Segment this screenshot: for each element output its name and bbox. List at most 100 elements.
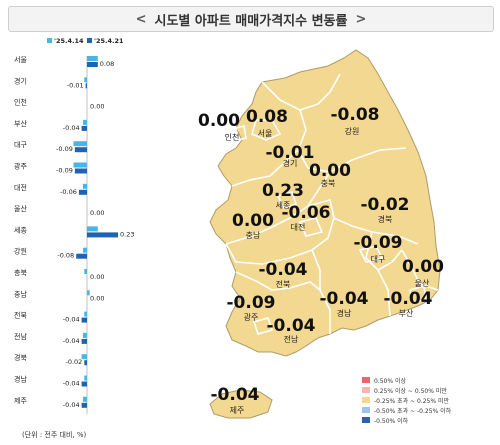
bar bbox=[73, 162, 87, 168]
legend-item: -0.50% 이하 bbox=[362, 415, 451, 425]
region-name: 세종 bbox=[276, 201, 291, 210]
bar bbox=[74, 168, 87, 174]
legend-item: 0.25% 이상 ~ 0.50% 미만 bbox=[362, 385, 451, 395]
category-label: 세종 bbox=[14, 225, 27, 234]
category-label: 광주 bbox=[14, 163, 27, 171]
region-name: 경북 bbox=[378, 214, 393, 224]
legend-label: -0.50% 초과 ~ -0.25% 이하 bbox=[374, 407, 452, 415]
region-name: 경기 bbox=[283, 158, 298, 168]
data-label: 0.00 bbox=[90, 273, 104, 281]
jeju-shape bbox=[209, 389, 273, 419]
category-label: 울산 bbox=[14, 204, 27, 213]
region-value: -0.04 bbox=[267, 316, 316, 336]
bar bbox=[84, 360, 87, 366]
bar bbox=[81, 402, 87, 408]
region-name: 부산 bbox=[399, 308, 414, 318]
category-label: 강원 bbox=[14, 247, 27, 256]
region-value: -0.02 bbox=[361, 195, 410, 215]
map-shapes bbox=[209, 49, 441, 419]
region-value: 0.00 bbox=[402, 257, 444, 277]
bar bbox=[87, 56, 98, 61]
bar bbox=[87, 62, 98, 67]
region-name: 경남 bbox=[337, 308, 352, 318]
bar bbox=[74, 147, 87, 153]
legend: 0.50% 이상 0.25% 이상 ~ 0.50% 미만 -0.25% 초과 ~… bbox=[362, 375, 451, 425]
region-value: 0.23 bbox=[262, 181, 304, 201]
legend-label: -0.25% 초과 ~ 0.25% 미만 bbox=[374, 397, 450, 405]
category-label: 전북 bbox=[14, 311, 27, 320]
legend-item: 0.50% 이상 bbox=[362, 375, 451, 385]
bar bbox=[87, 290, 90, 296]
bar bbox=[82, 396, 87, 402]
unit-note: (단위 : 전주 대비, %) bbox=[22, 431, 87, 439]
category-label: 서울 bbox=[14, 55, 27, 64]
category-label: 부산 bbox=[14, 119, 27, 128]
data-label: 0.23 bbox=[120, 230, 134, 238]
region-name: 서울 bbox=[258, 129, 273, 138]
bar bbox=[84, 375, 87, 381]
data-label: 0.00 bbox=[90, 209, 104, 217]
chevron-right-icon: > bbox=[355, 11, 367, 27]
category-label: 경북 bbox=[14, 353, 27, 362]
bar bbox=[81, 317, 87, 323]
legend-swatch bbox=[87, 38, 92, 43]
data-label: 0.00 bbox=[90, 103, 104, 111]
data-label: -0.04 bbox=[63, 401, 80, 409]
data-label: 0.00 bbox=[90, 294, 104, 302]
bar bbox=[82, 183, 87, 189]
chevron-left-icon: < bbox=[135, 11, 147, 27]
data-label: -0.08 bbox=[57, 252, 74, 260]
bar bbox=[81, 338, 87, 344]
region-value: -0.04 bbox=[320, 289, 369, 309]
bar bbox=[82, 332, 87, 338]
region-name: 인천 bbox=[225, 132, 240, 142]
category-label: 경남 bbox=[14, 375, 27, 384]
region-name: 전남 bbox=[284, 334, 299, 344]
bar bbox=[82, 247, 87, 253]
region-name: 울산 bbox=[415, 278, 430, 288]
bar bbox=[84, 311, 87, 317]
region-value: -0.08 bbox=[331, 105, 380, 125]
region-borders bbox=[225, 73, 439, 335]
legend-swatch bbox=[362, 397, 370, 403]
region-name: 대구 bbox=[371, 255, 386, 264]
bar bbox=[85, 83, 87, 89]
data-label: -0.06 bbox=[60, 188, 77, 196]
region-name: 광주 bbox=[244, 312, 259, 322]
legend-swatch bbox=[362, 377, 370, 383]
region-value: 0.00 bbox=[232, 211, 274, 231]
bar bbox=[87, 226, 98, 232]
legend-swatch bbox=[362, 407, 370, 413]
legend-item: -0.25% 초과 ~ 0.25% 미만 bbox=[362, 395, 451, 405]
region-value: 0.08 bbox=[246, 107, 288, 127]
data-label: 0.08 bbox=[100, 60, 114, 68]
bar bbox=[81, 381, 87, 387]
data-label: -0.04 bbox=[63, 124, 80, 132]
title-bar: < 시도별 아파트 매매가격지수 변동률 > bbox=[8, 6, 494, 32]
category-label: 인천 bbox=[14, 98, 27, 107]
category-label: 대구 bbox=[14, 141, 27, 149]
bar bbox=[82, 119, 87, 125]
region-value: 0.00 bbox=[309, 161, 351, 181]
region-value: 0.00 bbox=[198, 111, 240, 131]
region-value: -0.09 bbox=[354, 233, 403, 253]
category-label: 전남 bbox=[14, 332, 27, 341]
data-label: -0.09 bbox=[56, 145, 73, 153]
region-name: 대전 bbox=[291, 222, 306, 232]
legend-swatch bbox=[47, 38, 52, 43]
bar bbox=[78, 189, 87, 195]
bar bbox=[73, 141, 87, 147]
legend-label: -0.50% 이하 bbox=[374, 417, 409, 425]
data-label: -0.02 bbox=[65, 358, 82, 366]
region-value: -0.04 bbox=[211, 385, 260, 405]
category-label: 충남 bbox=[14, 289, 27, 298]
region-value: -0.06 bbox=[282, 203, 331, 223]
data-label: -0.04 bbox=[63, 316, 80, 324]
bar-chart: '25.4.14 '25.4.21 서울 0.08 경기 -0.01 인천 0.00 부산 -0.… bbox=[14, 37, 135, 415]
region-name: 전북 bbox=[276, 279, 291, 289]
region-name: 제주 bbox=[230, 406, 245, 415]
legend-label: '25.4.21 bbox=[94, 37, 124, 45]
bar bbox=[76, 253, 87, 259]
